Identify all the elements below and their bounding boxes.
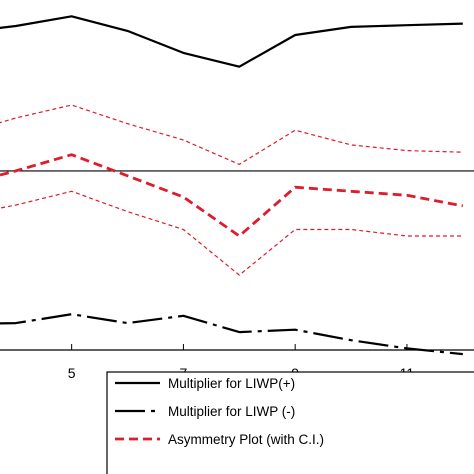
series-line-4	[0, 104, 463, 165]
series-line-3	[0, 153, 464, 238]
legend-label: Multiplier for LIWP(+)	[168, 376, 295, 391]
series-line-5	[0, 190, 463, 276]
plot-area	[0, 15, 474, 356]
legend-label: Multiplier for LIWP (-)	[168, 404, 295, 419]
legend: Multiplier for LIWP(+) Multiplier for LIW…	[106, 371, 474, 474]
legend-box	[106, 371, 474, 474]
legend-label: Asymmetry Plot (with C.I.)	[168, 432, 324, 447]
series-line-1	[0, 15, 463, 68]
series-line-2	[0, 313, 463, 356]
x-tick-label: 5	[68, 365, 76, 381]
